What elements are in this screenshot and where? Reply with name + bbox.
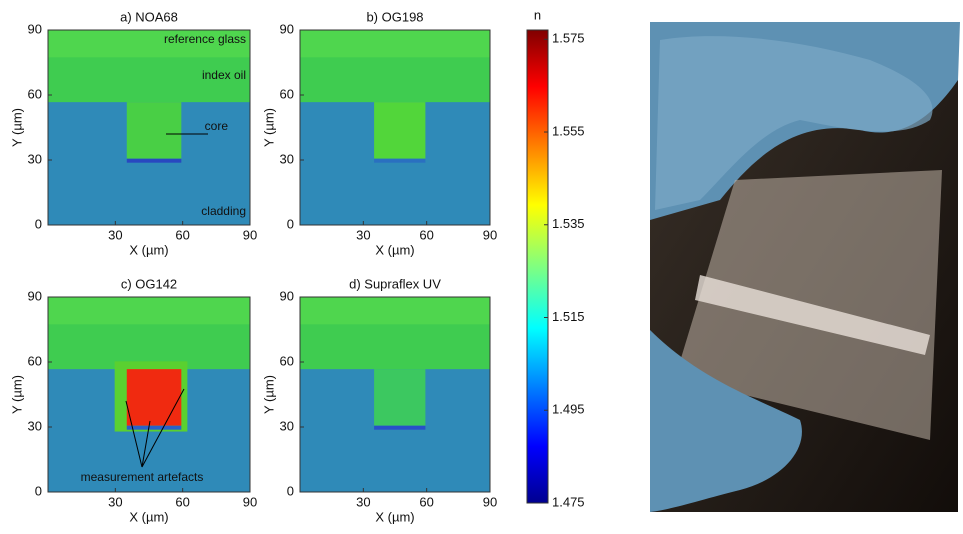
colorbar-label: n (534, 7, 541, 22)
y-axis-label: Y (µm) (9, 108, 24, 147)
panel-title: c) OG142 (121, 276, 177, 291)
core (374, 102, 426, 159)
y-tick-label: 0 (35, 216, 42, 231)
x-axis-label: X (µm) (375, 509, 414, 524)
y-tick-label: 0 (287, 483, 294, 498)
pointer (141, 420, 151, 468)
frame (299, 29, 491, 226)
colorbar-tick-label: 1.555 (552, 123, 585, 138)
colorbar-tick-label: 1.475 (552, 494, 585, 509)
x-tick-label: 60 (419, 494, 433, 509)
y-tick-label: 90 (280, 288, 294, 303)
y-tick-label: 30 (280, 418, 294, 433)
x-tick-label: 30 (108, 494, 122, 509)
y-tick-label: 60 (280, 86, 294, 101)
x-tick-label: 30 (356, 227, 370, 242)
y-tick-label: 30 (280, 151, 294, 166)
panel-title: a) NOA68 (120, 9, 178, 24)
y-tick-label: 30 (28, 418, 42, 433)
y-tick-label: 0 (35, 483, 42, 498)
annotation: core (205, 119, 229, 133)
core (374, 369, 426, 426)
reference-glass (300, 30, 490, 58)
core-edge (374, 425, 426, 430)
y-tick-label: 60 (28, 86, 42, 101)
x-tick-label: 90 (243, 227, 257, 242)
y-axis-label: Y (µm) (261, 375, 276, 414)
photo (650, 22, 960, 512)
y-tick-label: 60 (28, 353, 42, 368)
core-edge (126, 158, 182, 163)
annotation: reference glass (164, 32, 246, 46)
y-tick-label: 0 (287, 216, 294, 231)
core (126, 102, 182, 159)
pointer (125, 400, 143, 468)
colorbar-tick-label: 1.575 (552, 31, 585, 46)
y-tick-label: 60 (280, 353, 294, 368)
frame (299, 296, 491, 493)
panel-title: d) Supraflex UV (349, 276, 441, 291)
x-axis-label: X (µm) (129, 509, 168, 524)
reference-glass (300, 297, 490, 325)
colorbar-tick-label: 1.535 (552, 216, 585, 231)
core (126, 369, 182, 426)
x-tick-label: 60 (419, 227, 433, 242)
y-tick-label: 90 (28, 21, 42, 36)
core-edge (126, 425, 182, 430)
annotation: index oil (202, 68, 246, 82)
x-tick-label: 30 (108, 227, 122, 242)
y-tick-label: 30 (28, 151, 42, 166)
colorbar (526, 29, 549, 504)
annotation: cladding (201, 204, 246, 218)
frame (47, 296, 251, 493)
annotation: measurement artefacts (81, 470, 204, 484)
frame (47, 29, 251, 226)
reference-glass (48, 30, 250, 58)
y-tick-label: 90 (28, 288, 42, 303)
core-edge (374, 158, 426, 163)
x-tick-label: 90 (243, 494, 257, 509)
pointer (141, 388, 185, 468)
reference-glass (48, 297, 250, 325)
colorbar-tick-label: 1.495 (552, 402, 585, 417)
y-axis-label: Y (µm) (261, 108, 276, 147)
y-tick-label: 90 (280, 21, 294, 36)
x-axis-label: X (µm) (375, 242, 414, 257)
x-tick-label: 60 (175, 494, 189, 509)
colorbar-tick-label: 1.515 (552, 309, 585, 324)
y-axis-label: Y (µm) (9, 375, 24, 414)
x-axis-label: X (µm) (129, 242, 168, 257)
x-tick-label: 90 (483, 227, 497, 242)
x-tick-label: 30 (356, 494, 370, 509)
panel-title: b) OG198 (366, 9, 423, 24)
x-tick-label: 60 (175, 227, 189, 242)
x-tick-label: 90 (483, 494, 497, 509)
